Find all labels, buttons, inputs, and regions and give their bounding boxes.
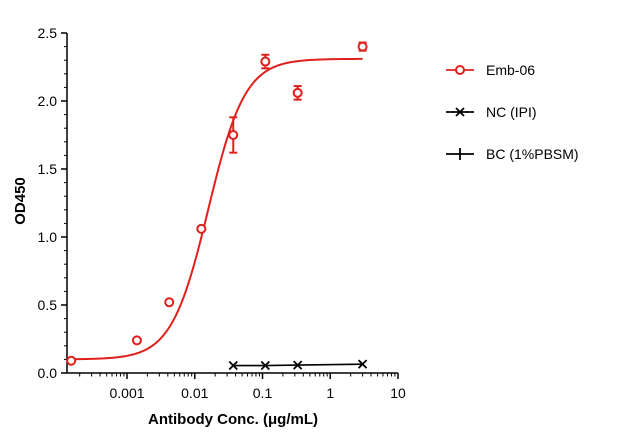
legend-label: NC (IPI)	[486, 104, 537, 120]
x-tick-label: 0.1	[253, 385, 273, 401]
data-point	[228, 360, 238, 371]
data-point	[164, 297, 175, 308]
x-tick-label: 0.01	[181, 385, 208, 401]
y-axis-title: OD450	[12, 177, 29, 225]
data-point	[66, 355, 77, 366]
legend-marker	[455, 65, 465, 75]
data-point	[357, 359, 368, 369]
data-point	[196, 223, 207, 234]
data-point	[260, 56, 271, 67]
data-point	[260, 360, 270, 371]
data-point	[357, 41, 368, 52]
data-marks	[66, 41, 368, 371]
y-tick-label: 2.0	[38, 93, 58, 109]
legend-label: BC (1%PBSM)	[486, 146, 579, 162]
legend-item: Emb-06	[446, 62, 535, 78]
data-point	[228, 130, 239, 140]
x-axis-title: Antibody Conc. (μg/mL)	[148, 411, 318, 428]
x-tick-label: 0.001	[110, 385, 145, 401]
axes: 0.0 0.5 1.0 1.5 2.0 2.5 0.001 0.01 0.1 1 10	[38, 25, 406, 401]
fit-line	[233, 363, 363, 367]
x-tick-label: 1	[326, 385, 334, 401]
legend-item: NC (IPI)	[446, 104, 537, 120]
data-point	[292, 87, 303, 98]
y-tick-label: 0.0	[38, 365, 58, 381]
fit-curve	[71, 57, 363, 361]
legend: Emb-06 NC (IPI) BC (1%PBSM)	[446, 62, 579, 162]
y-tick-label: 0.5	[38, 297, 58, 313]
legend-label: Emb-06	[486, 62, 535, 78]
y-tick-label: 1.5	[38, 161, 58, 177]
data-point	[131, 335, 142, 346]
legend-item: BC (1%PBSM)	[446, 146, 579, 162]
data-point	[293, 360, 303, 370]
y-tick-label: 2.5	[38, 25, 58, 41]
fit-lines	[71, 57, 363, 367]
x-tick-label: 10	[390, 385, 406, 401]
legend-marker	[455, 107, 465, 117]
y-tick-label: 1.0	[38, 229, 58, 245]
